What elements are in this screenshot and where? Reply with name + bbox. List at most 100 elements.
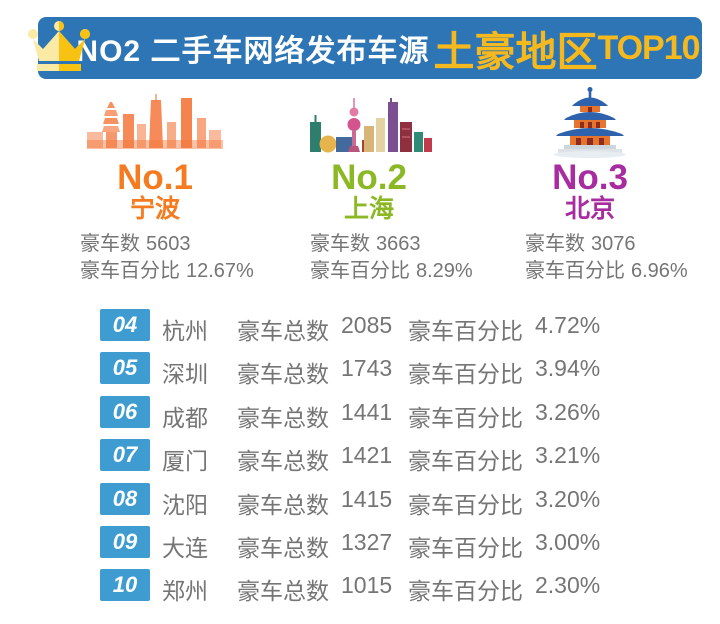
row-total: 豪车总数 1327 [237,529,392,563]
table-row: 04 杭州 豪车总数 2085 豪车百分比 4.72% [100,309,620,344]
city-name: 宁波 [129,195,180,223]
total-label: 豪车总数 [237,578,329,605]
city-stats: 豪车数 3076 豪车百分比 6.96% [525,231,720,285]
percent-label: 豪车百分比 [408,361,523,388]
percent-value: 3.94% [535,355,601,382]
row-total: 豪车总数 1421 [237,442,392,476]
city-stats: 豪车数 5603 豪车百分比 12.67% [80,231,295,285]
table-row: 07 厦门 豪车总数 1421 豪车百分比 3.21% [100,439,620,474]
total-label: 豪车总数 [237,318,329,344]
total-value: 1327 [341,528,393,555]
title-top10: TOP10 [597,28,700,67]
rank-badge: 06 [100,395,150,428]
percent-value: 3.00% [535,528,601,555]
rank-badge: 10 [100,569,150,602]
ningbo-skyline-icon [85,92,225,158]
row-total: 豪车总数 1743 [237,355,392,389]
rank-badge: 07 [100,439,150,472]
row-percent: 豪车百分比 4.72% [408,312,600,346]
top3-card-ningbo: No.1 宁波 豪车数 5603 豪车百分比 12.67% [80,92,295,285]
row-total: 豪车总数 2085 [237,312,392,346]
total-label: 豪车总数 [237,448,329,475]
crown-icon [22,19,96,77]
percent-value: 3.20% [535,485,601,512]
row-total: 豪车总数 1015 [237,572,392,606]
count-value: 3076 [591,233,636,255]
percent-stat: 豪车百分比 8.29% [310,258,515,285]
percent-value: 6.96% [631,260,688,282]
total-value: 2085 [341,312,393,338]
table-row: 10 郑州 豪车总数 1015 豪车百分比 2.30% [100,569,620,604]
table-row: 08 沈阳 豪车总数 1415 豪车百分比 3.20% [100,482,620,518]
row-percent: 豪车百分比 3.94% [408,355,600,389]
shanghai-skyline-icon [306,92,432,158]
city-stats: 豪车数 3663 豪车百分比 8.29% [310,231,515,285]
header-banner: NO2 二手车网络发布车源 土豪地区 TOP10 [28,17,702,79]
table-row: 09 大连 豪车总数 1327 豪车百分比 3.00% [100,525,620,561]
table-row: 05 深圳 豪车总数 1743 豪车百分比 3.94% [100,352,620,387]
total-value: 1743 [341,355,393,382]
row-city: 深圳 [162,361,208,388]
rank-label: No.1 [117,158,193,197]
percent-label: 豪车百分比 [408,404,523,431]
percent-label: 豪车百分比 [525,260,625,282]
percent-value: 12.67% [186,260,254,282]
total-value: 1421 [341,442,393,469]
percent-value: 3.26% [535,398,601,425]
percent-value: 8.29% [416,260,473,282]
row-city: 郑州 [162,578,208,605]
count-label: 豪车数 [310,233,370,255]
percent-stat: 豪车百分比 12.67% [80,258,295,285]
rank-badge: 08 [100,482,150,515]
row-city: 杭州 [162,318,208,344]
percent-value: 2.30% [535,572,601,599]
total-value: 1015 [341,572,393,599]
top3-card-beijing: No.3 北京 豪车数 3076 豪车百分比 6.96% [525,87,720,285]
top3-card-shanghai: No.2 上海 豪车数 3663 豪车百分比 8.29% [310,92,515,285]
rank-badge: 04 [100,309,150,341]
percent-label: 豪车百分比 [408,448,523,475]
rank-label: No.2 [331,158,407,197]
count-value: 3663 [376,233,421,255]
beijing-temple-icon [548,87,632,158]
rank-badge: 05 [100,352,150,385]
title-highlight: 土豪地区 [433,29,598,75]
count-label: 豪车数 [525,233,585,255]
percent-label: 豪车百分比 [408,534,523,561]
row-city: 厦门 [162,448,208,475]
count-label: 豪车数 [80,233,140,255]
city-name: 北京 [564,195,615,223]
table-row: 06 成都 豪车总数 1441 豪车百分比 3.26% [100,395,620,431]
rank-badge: 09 [100,525,150,558]
count-stat: 豪车数 5603 [80,231,295,258]
row-total: 豪车总数 1441 [237,399,392,433]
total-label: 豪车总数 [237,491,329,518]
percent-value: 4.72% [535,312,601,338]
row-total: 豪车总数 1415 [237,486,392,520]
row-city: 大连 [162,534,208,561]
row-city: 成都 [162,404,208,431]
row-city: 沈阳 [162,491,208,518]
total-label: 豪车总数 [237,404,329,431]
percent-label: 豪车百分比 [408,318,523,344]
percent-label: 豪车百分比 [310,260,410,282]
percent-label: 豪车百分比 [80,260,180,282]
page-title: NO2 二手车网络发布车源 土豪地区 TOP10 [76,18,700,78]
ranking-list: 04 杭州 豪车总数 2085 豪车百分比 4.72% 05 深圳 豪车总数 1… [100,309,620,613]
rank-label: No.3 [552,158,628,197]
row-percent: 豪车百分比 2.30% [408,572,600,606]
total-label: 豪车总数 [237,361,329,388]
percent-stat: 豪车百分比 6.96% [525,258,720,285]
row-percent: 豪车百分比 3.26% [408,399,600,433]
count-stat: 豪车数 3076 [525,231,720,258]
count-stat: 豪车数 3663 [310,231,515,258]
title-main: NO2 二手车网络发布车源 [76,35,430,68]
city-name: 上海 [343,195,394,223]
total-label: 豪车总数 [237,534,329,561]
total-value: 1415 [341,485,393,512]
row-percent: 豪车百分比 3.00% [408,529,600,563]
row-percent: 豪车百分比 3.20% [408,486,600,520]
percent-label: 豪车百分比 [408,491,523,518]
count-value: 5603 [146,233,191,255]
total-value: 1441 [341,398,393,425]
